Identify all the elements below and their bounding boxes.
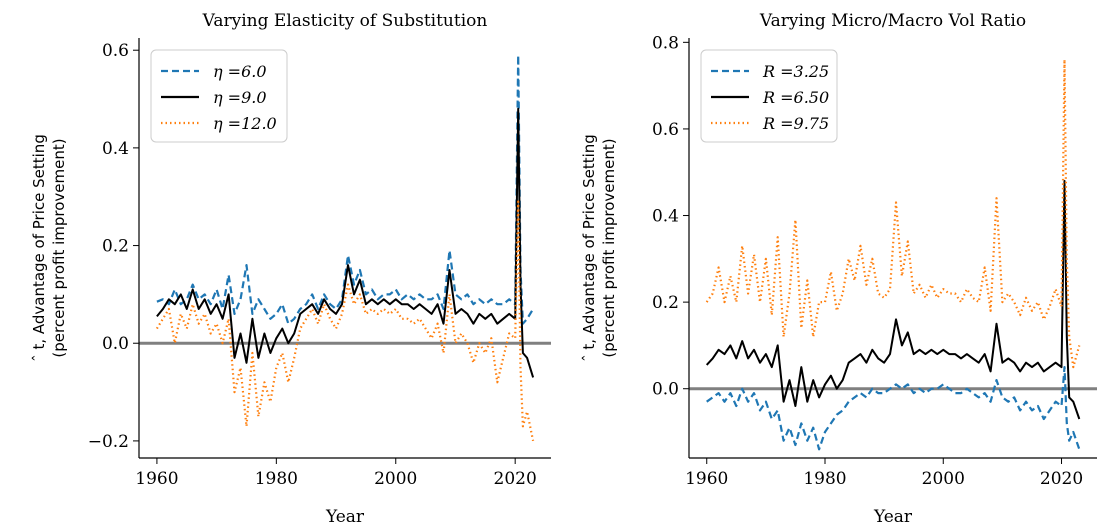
- y-tick-label: 0.0: [652, 380, 679, 400]
- y-axis-label: ˆ t, Advantage of Price Setting: [580, 134, 598, 362]
- y-tick-label: 0.4: [652, 207, 679, 227]
- x-tick-label: 2000: [922, 469, 965, 489]
- x-tick-label: 2020: [494, 469, 537, 489]
- y-axis-label: ˆ t, Advantage of Price Setting: [30, 134, 48, 362]
- series-line-2: [156, 107, 535, 378]
- x-tick-label: 1960: [685, 469, 728, 489]
- x-tick-label: 1980: [803, 469, 846, 489]
- legend-label-1: η =6.0: [213, 62, 267, 81]
- y-tick-label: 0.2: [102, 237, 129, 257]
- legend-label-2: R =6.50: [762, 88, 829, 107]
- y-tick-label: 0.8: [652, 33, 679, 53]
- x-axis-label: Year: [873, 507, 913, 527]
- x-axis-label: Year: [325, 507, 365, 527]
- series-line-3: [705, 58, 1081, 369]
- series-line-1: [706, 366, 1081, 451]
- series-line-1: [156, 53, 535, 325]
- chart-panel-2: Varying Micro/Macro Vol Ratio 1960 1980 200…: [580, 11, 1097, 527]
- legend-label-3: R =9.75: [762, 114, 829, 133]
- chart-title: Varying Micro/Macro Vol Ratio: [759, 11, 1026, 31]
- y-tick-label: 0.6: [102, 41, 129, 61]
- series-line-2: [705, 179, 1081, 420]
- x-tick-label: 1960: [135, 469, 178, 489]
- x-tick-label: 2000: [374, 469, 417, 489]
- y-tick-label: 0.2: [652, 293, 679, 313]
- y-tick-label: −0.2: [88, 432, 129, 452]
- y-axis-label: (percent profit improvement): [600, 138, 618, 357]
- y-tick-label: 0.4: [102, 139, 129, 159]
- y-tick-label: 0.0: [102, 334, 129, 354]
- chart-title: Varying Elasticity of Substitution: [202, 11, 488, 31]
- legend-label-3: η =12.0: [213, 114, 277, 133]
- legend-label-1: R =3.25: [762, 62, 829, 81]
- x-tick-label: 1980: [255, 469, 298, 489]
- legend-label-2: η =9.0: [213, 88, 267, 107]
- chart-panel-1: Varying Elasticity of Substitution 1960 19…: [30, 11, 551, 527]
- series-line-3: [155, 200, 535, 442]
- x-tick-label: 2020: [1040, 469, 1083, 489]
- y-axis-label: (percent profit improvement): [50, 138, 68, 357]
- legend-frame: [150, 49, 288, 143]
- legend-frame: [700, 49, 838, 143]
- y-tick-label: 0.6: [652, 120, 679, 140]
- legend: η =6.0 η =9.0 η =12.0: [150, 49, 288, 143]
- legend: R =3.25 R =6.50 R =9.75: [700, 49, 838, 143]
